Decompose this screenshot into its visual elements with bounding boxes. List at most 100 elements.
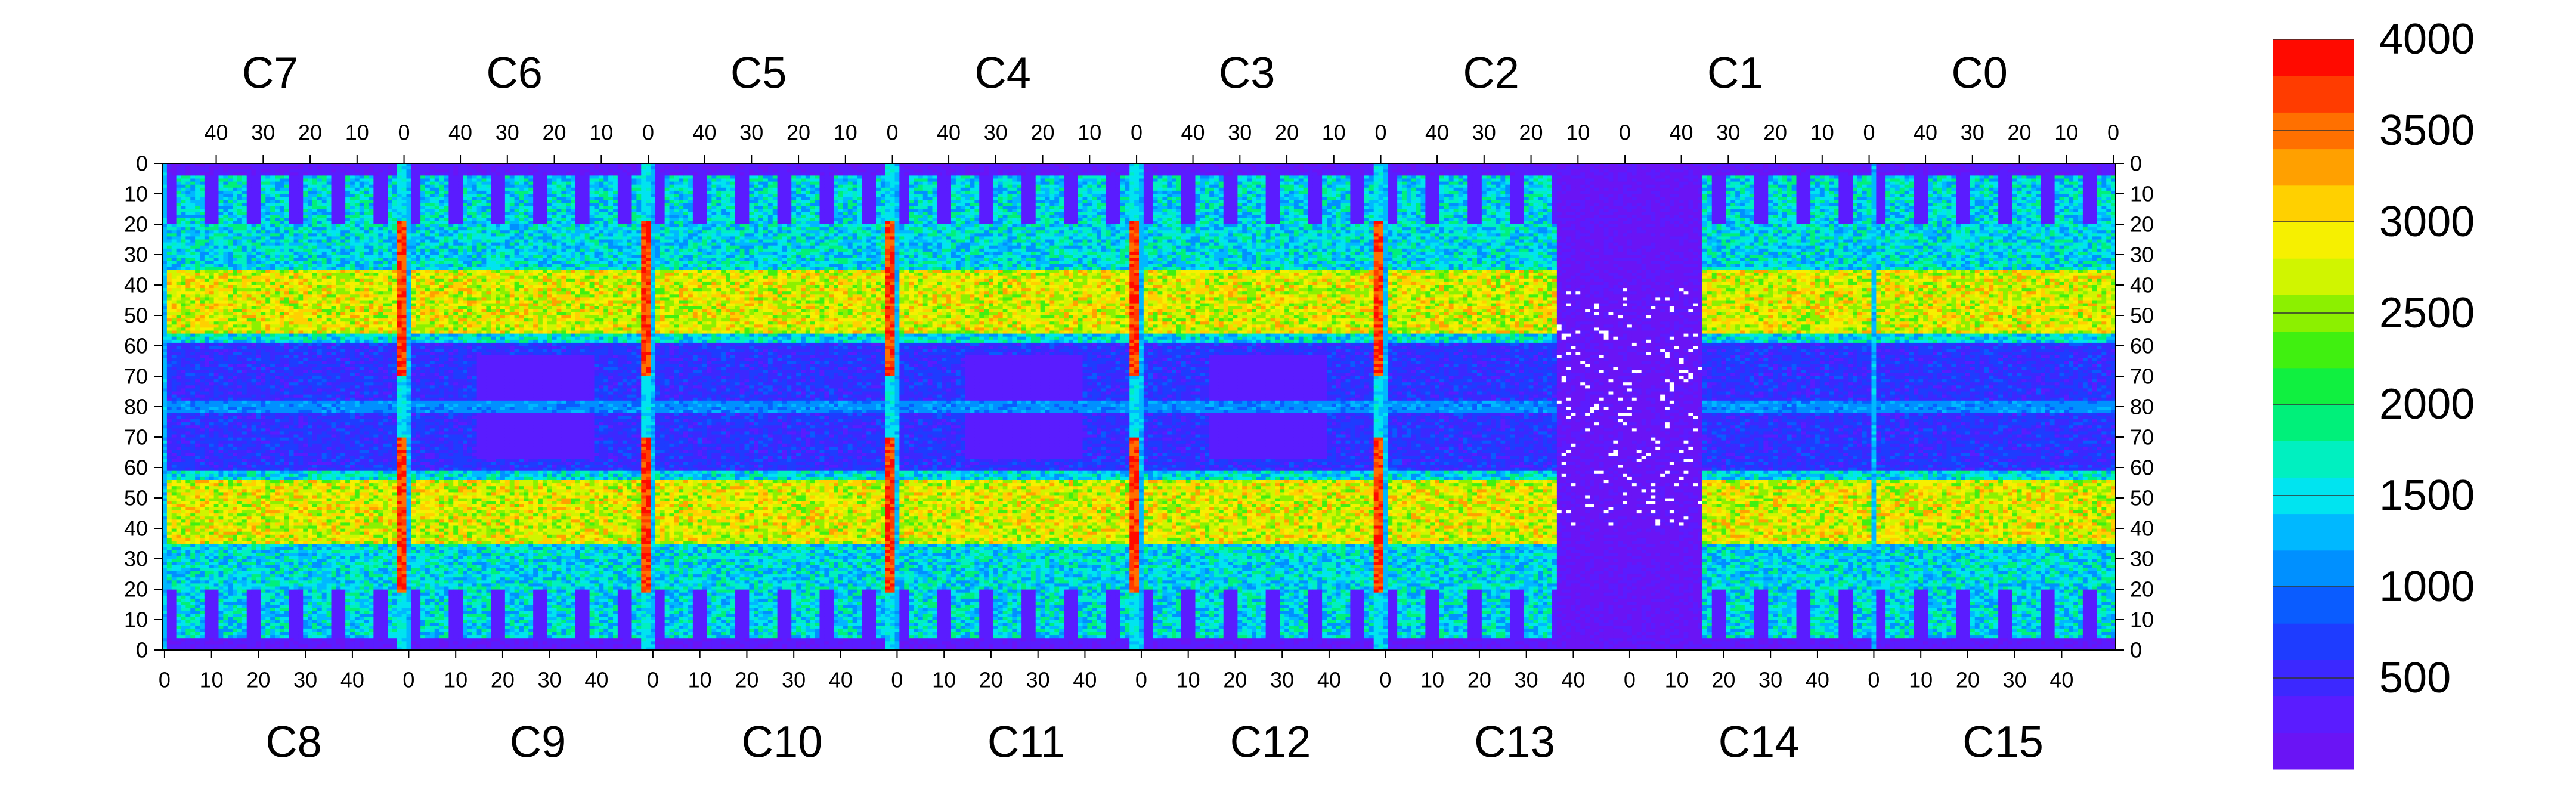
heatmap-cell bbox=[181, 218, 186, 222]
heatmap-cell bbox=[205, 206, 209, 209]
heatmap-cell bbox=[294, 358, 299, 361]
heatmap-cell bbox=[275, 276, 280, 280]
heatmap-cell bbox=[195, 327, 200, 331]
heatmap-cell bbox=[228, 175, 233, 179]
heatmap-cell bbox=[185, 343, 190, 346]
heatmap-cell bbox=[190, 169, 195, 173]
heatmap-cell bbox=[172, 197, 177, 200]
heatmap-cell bbox=[270, 236, 275, 240]
heatmap-cell bbox=[294, 243, 299, 246]
heatmap-cell bbox=[162, 179, 167, 182]
heatmap-cell bbox=[256, 361, 261, 365]
heatmap-cell bbox=[181, 294, 186, 298]
heatmap-cell bbox=[242, 169, 247, 173]
heatmap-cell bbox=[205, 285, 209, 289]
heatmap-cell bbox=[247, 318, 252, 322]
heatmap-cell bbox=[308, 282, 312, 286]
heatmap-cell bbox=[172, 221, 177, 225]
heatmap-cell bbox=[185, 304, 190, 307]
heatmap-cell bbox=[172, 236, 177, 240]
heatmap-cell bbox=[294, 343, 299, 346]
heatmap-cell bbox=[294, 215, 299, 219]
heatmap-cell bbox=[270, 261, 275, 264]
heatmap-cell bbox=[247, 188, 252, 191]
heatmap-cell bbox=[256, 297, 261, 301]
heatmap-cell bbox=[233, 172, 237, 176]
heatmap-cell bbox=[233, 188, 237, 191]
heatmap-cell bbox=[303, 249, 308, 252]
heatmap-cell bbox=[219, 318, 224, 322]
heatmap-cell bbox=[284, 166, 289, 170]
heatmap-cell bbox=[214, 227, 219, 231]
heatmap-cell bbox=[167, 388, 172, 392]
heatmap-cell bbox=[242, 282, 247, 286]
heatmap-cell bbox=[228, 258, 233, 261]
heatmap-cell bbox=[185, 331, 190, 335]
heatmap-cell bbox=[303, 301, 308, 304]
heatmap-cell bbox=[219, 188, 224, 191]
heatmap-cell bbox=[289, 304, 294, 307]
heatmap-cell bbox=[181, 206, 186, 209]
heatmap-cell bbox=[308, 358, 312, 361]
heatmap-cell bbox=[214, 182, 219, 185]
heatmap-cell bbox=[242, 309, 247, 313]
heatmap-cell bbox=[214, 240, 219, 243]
heatmap-cell bbox=[242, 392, 247, 395]
heatmap-cell bbox=[200, 373, 205, 377]
heatmap-cell bbox=[219, 367, 224, 371]
heatmap-cell bbox=[284, 352, 289, 355]
heatmap-cell bbox=[289, 364, 294, 368]
heatmap-cell bbox=[223, 318, 228, 322]
heatmap-cell bbox=[308, 279, 312, 283]
heatmap-cell bbox=[223, 379, 228, 383]
heatmap-cell bbox=[228, 221, 233, 225]
heatmap-cell bbox=[298, 233, 303, 237]
heatmap-cell bbox=[303, 309, 308, 313]
heatmap-cell bbox=[228, 327, 233, 331]
heatmap-cell bbox=[185, 364, 190, 368]
heatmap-cell bbox=[280, 392, 284, 395]
heatmap-cell bbox=[162, 230, 167, 234]
heatmap-cell bbox=[181, 249, 186, 252]
heatmap-cell bbox=[167, 334, 172, 338]
heatmap-cell bbox=[303, 224, 308, 228]
heatmap-cell bbox=[185, 191, 190, 194]
heatmap-cell bbox=[303, 194, 308, 197]
heatmap-cell bbox=[308, 309, 312, 313]
heatmap-cell bbox=[214, 212, 219, 216]
heatmap-cell bbox=[167, 370, 172, 374]
heatmap-cell bbox=[181, 203, 186, 206]
heatmap-cell bbox=[284, 185, 289, 188]
heatmap-cell bbox=[275, 324, 280, 328]
heatmap-cell bbox=[228, 246, 233, 249]
heatmap-cell bbox=[275, 252, 280, 255]
heatmap-cell bbox=[303, 385, 308, 389]
heatmap-cell bbox=[289, 401, 294, 404]
heatmap-cell bbox=[247, 340, 252, 343]
heatmap-cell bbox=[298, 294, 303, 298]
heatmap-cell bbox=[200, 364, 205, 368]
heatmap-cell bbox=[308, 388, 312, 392]
heatmap-cell bbox=[289, 352, 294, 355]
heatmap-cell bbox=[256, 364, 261, 368]
heatmap-cell bbox=[284, 301, 289, 304]
heatmap-cell bbox=[237, 258, 242, 261]
heatmap-cell bbox=[162, 172, 167, 176]
heatmap-cell bbox=[172, 212, 177, 216]
heatmap-cell bbox=[223, 261, 228, 264]
heatmap-cell bbox=[298, 185, 303, 188]
heatmap-cell bbox=[242, 337, 247, 340]
heatmap-cell bbox=[228, 273, 233, 277]
heatmap-cell bbox=[185, 379, 190, 383]
heatmap-cell bbox=[303, 209, 308, 213]
heatmap-cell bbox=[275, 212, 280, 216]
heatmap-cell bbox=[219, 306, 224, 310]
heatmap-cell bbox=[252, 304, 256, 307]
heatmap-cell bbox=[284, 309, 289, 313]
heatmap-cell bbox=[181, 382, 186, 386]
heatmap-cell bbox=[308, 297, 312, 301]
heatmap-cell bbox=[209, 258, 214, 261]
heatmap-cell bbox=[298, 370, 303, 374]
heatmap-cell bbox=[275, 206, 280, 209]
heatmap-cell bbox=[223, 343, 228, 346]
